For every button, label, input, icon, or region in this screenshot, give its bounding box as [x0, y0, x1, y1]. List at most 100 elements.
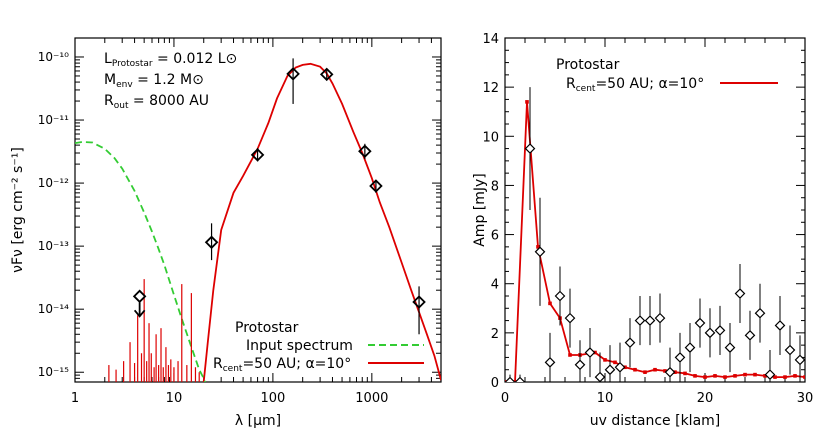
visibility-data-point	[594, 371, 606, 382]
sed-data-point	[358, 144, 372, 159]
model-visibility-marker	[548, 301, 552, 306]
model-visibility-marker	[693, 374, 697, 378]
visibility-data-point	[654, 312, 666, 324]
sed-data	[75, 58, 441, 382]
sed-legend-title: Protostar	[235, 320, 299, 336]
sed-data-point	[369, 179, 383, 193]
sed-legend-input-label: Input spectrum	[246, 338, 353, 354]
visibility-data-point	[744, 329, 756, 341]
visibility-data-point	[524, 143, 536, 154]
sed-data-point	[412, 295, 426, 309]
model-visibility-marker	[525, 100, 529, 104]
visibility-data-point	[684, 342, 696, 353]
visibility-legend-title: Protostar	[556, 57, 620, 73]
visibility-x-axis-label: uv distance [klam]	[590, 413, 721, 429]
sed-data-point	[204, 235, 219, 250]
model-visibility-marker	[653, 367, 657, 372]
visibility-data-point	[754, 307, 766, 319]
model-sed-line	[202, 62, 441, 382]
vis-y-tick-label: 4	[491, 278, 499, 293]
model-visibility-marker	[683, 371, 687, 376]
sed-legend-model-label: Rcent=50 AU; α=10°	[213, 356, 351, 374]
visibility-data-point	[784, 344, 796, 356]
sed-data-point	[286, 67, 300, 81]
visibility-data-point	[724, 342, 736, 353]
visibility-data-point	[544, 356, 556, 368]
model-visibility-marker	[803, 375, 805, 379]
model-visibility-marker	[763, 374, 767, 378]
model-visibility-marker	[633, 367, 637, 372]
sed-x-tick-label: 1	[71, 391, 79, 406]
sed-y-axis-label: νFν [erg cm⁻² s⁻¹]	[10, 147, 26, 273]
sed-y-tick-label: 10⁻¹²	[38, 176, 69, 190]
sed-y-tick-label: 10⁻¹⁴	[38, 302, 69, 316]
vis-x-tick-label: 10	[597, 391, 614, 406]
visibility-data-point	[764, 369, 776, 380]
sed-data-point	[132, 289, 147, 304]
sed-y-tick-label: 10⁻¹⁵	[38, 365, 69, 379]
vis-x-tick-label: 20	[697, 391, 714, 406]
input-spectrum-line	[75, 140, 206, 382]
visibility-data-point	[674, 352, 686, 363]
model-visibility-marker	[743, 372, 747, 377]
model-visibility-marker	[536, 245, 540, 249]
sed-x-tick-label: 1000	[355, 391, 388, 406]
visibility-data-point	[564, 312, 576, 324]
visibility-data-point	[534, 246, 546, 258]
vis-y-tick-label: 12	[482, 81, 499, 96]
visibility-data	[505, 87, 805, 382]
annotation-outer-radius: Rout = 8000 AU	[104, 93, 209, 111]
vis-y-tick-label: 8	[491, 179, 499, 194]
upper-limit-arrow	[133, 309, 146, 318]
visibility-data-point	[505, 376, 516, 382]
vis-y-tick-label: 10	[482, 130, 499, 145]
visibility-y-axis-label: Amp [mJy]	[472, 173, 488, 247]
sed-y-tick-label: 10⁻¹¹	[38, 113, 69, 127]
visibility-data-point	[774, 320, 786, 331]
sed-ticks: 1 10 100 1000 10⁻¹⁵ 10⁻¹⁴ 10⁻¹³ 10⁻¹² 10⁻¹¹ 10⁻¹⁰	[38, 37, 442, 406]
sed-panel: 1 10 100 1000 10⁻¹⁵ 10⁻¹⁴ 10⁻¹³ 10⁻¹² 10⁻¹¹ 10⁻¹⁰…	[10, 37, 442, 429]
visibility-data-point	[574, 359, 586, 371]
visibility-data-point	[624, 337, 636, 349]
sed-y-tick-label: 10⁻¹³	[38, 239, 69, 253]
vis-y-tick-label: 14	[482, 32, 499, 47]
visibility-ticks: 0 10 20 30 0 2 4 6 8 10 12 14	[482, 32, 813, 406]
model-visibility-marker	[783, 375, 787, 379]
visibility-data-point	[554, 290, 566, 302]
visibility-data-point	[694, 317, 706, 329]
sed-data-point	[250, 148, 265, 162]
annotation-envelope-mass: Menv = 1.2 M⊙	[104, 72, 204, 90]
model-visibility-marker	[733, 374, 737, 378]
vis-x-tick-label: 0	[501, 391, 509, 406]
vis-y-tick-label: 0	[491, 376, 499, 391]
model-visibility-marker	[663, 369, 667, 373]
sed-data-point	[319, 67, 334, 82]
model-visibility-marker	[773, 375, 777, 379]
model-visibility-marker	[603, 358, 607, 362]
visibility-data-point	[664, 366, 676, 378]
sed-x-axis-label: λ [μm]	[235, 413, 281, 429]
annotation-luminosity: LProtostar = 0.012 L⊙	[104, 51, 237, 69]
visibility-data-point	[614, 361, 626, 373]
sed-x-tick-label: 10	[166, 391, 183, 406]
visibility-data-point	[514, 376, 526, 382]
model-visibility-marker	[568, 353, 572, 357]
visibility-data-point	[604, 364, 616, 376]
visibility-data-point	[734, 288, 746, 299]
model-visibility-marker	[723, 375, 727, 379]
model-visibility-marker	[713, 374, 717, 378]
visibility-data-point	[794, 354, 805, 366]
vis-y-tick-label: 6	[491, 229, 499, 244]
model-visibility-marker	[613, 360, 617, 365]
model-visibility-marker	[643, 370, 647, 374]
model-visibility-marker	[703, 375, 707, 379]
visibility-data-point	[714, 325, 726, 336]
visibility-legend-model-label: Rcent=50 AU; α=10°	[566, 76, 704, 94]
model-visibility-marker	[753, 372, 757, 377]
visibility-data-point	[644, 315, 656, 326]
vis-y-tick-label: 2	[491, 327, 499, 342]
visibility-data-point	[704, 327, 716, 339]
sed-y-tick-label: 10⁻¹⁰	[38, 50, 69, 64]
model-visibility-marker	[793, 374, 797, 378]
